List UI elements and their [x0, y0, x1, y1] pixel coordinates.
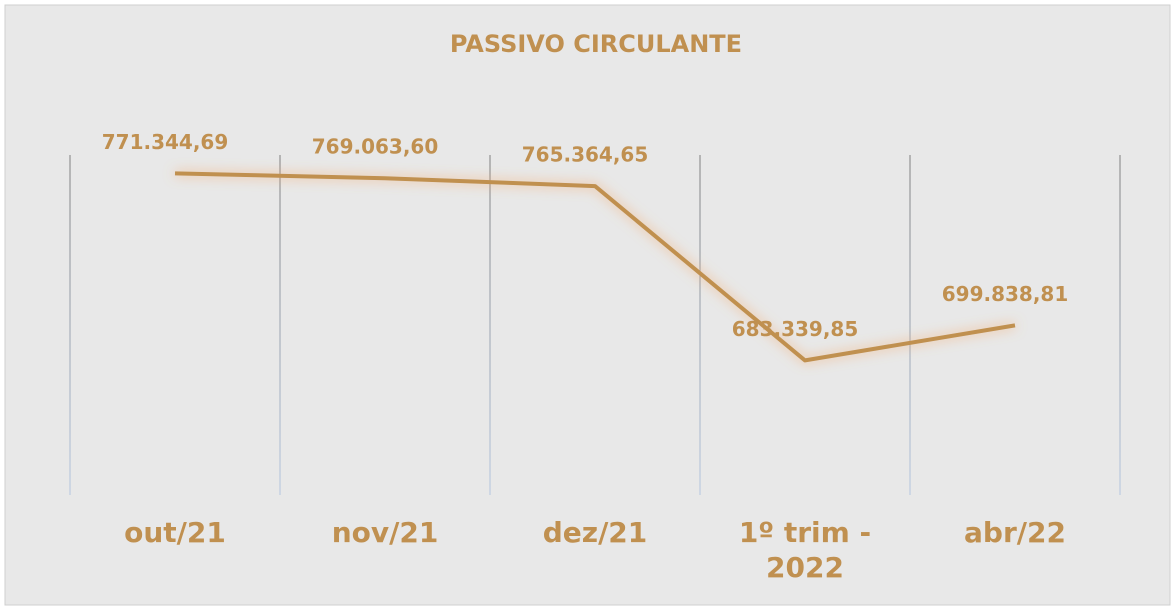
line-series	[174, 171, 1016, 363]
data-label: 765.364,65	[522, 143, 649, 167]
data-label: 771.344,69	[102, 130, 229, 154]
data-label: 699.838,81	[942, 282, 1069, 306]
x-tick-label: dez/21	[542, 516, 648, 549]
chart-background	[4, 4, 1171, 606]
data-label: 683.339,85	[732, 317, 859, 341]
x-tick-label: abr/22	[964, 516, 1066, 549]
x-tick-label: nov/21	[331, 516, 439, 549]
x-tick-label: 1º trim - 2022	[738, 516, 872, 584]
data-label: 769.063,60	[312, 135, 439, 159]
x-tick-label: out/21	[124, 516, 226, 549]
chart-title: PASSIVO CIRCULANTE	[450, 30, 742, 58]
